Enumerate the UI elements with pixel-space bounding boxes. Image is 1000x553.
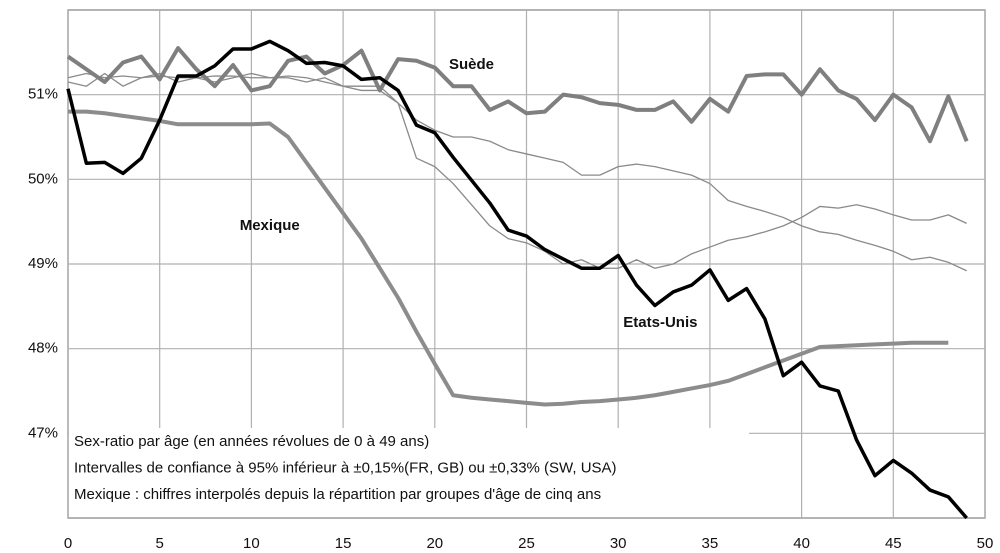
series-line — [66, 46, 969, 144]
x-tick-label: 0 — [64, 535, 72, 552]
y-tick-label: 51% — [28, 86, 58, 103]
x-tick-label: 20 — [426, 535, 443, 552]
x-tick-label: 40 — [793, 535, 810, 552]
series-line — [67, 72, 967, 272]
note: Mexique : chiffres interpolés depuis la … — [74, 486, 601, 503]
y-tick-label: 48% — [28, 340, 58, 357]
x-tick-label: 25 — [518, 535, 535, 552]
y-tick-label: 50% — [28, 170, 58, 187]
note: Sex-ratio par âge (en années révolues de… — [74, 433, 429, 450]
x-tick-label: 50 — [977, 535, 994, 552]
x-tick-label: 35 — [702, 535, 719, 552]
annotation: Mexique — [240, 217, 300, 234]
x-tick-label: 10 — [243, 535, 260, 552]
x-tick-label: 15 — [335, 535, 352, 552]
x-tick-label: 30 — [610, 535, 627, 552]
x-tick-label: 5 — [156, 535, 164, 552]
annotation: Etats-Unis — [623, 314, 697, 331]
series-line — [66, 39, 968, 520]
notes-box — [69, 428, 749, 517]
y-tick-label: 49% — [28, 255, 58, 272]
annotation: Suède — [449, 56, 494, 73]
x-tick-label: 45 — [885, 535, 902, 552]
note: Intervalles de confiance à 95% inférieur… — [74, 459, 617, 476]
y-tick-label: 47% — [28, 424, 58, 441]
series-line — [68, 109, 949, 407]
